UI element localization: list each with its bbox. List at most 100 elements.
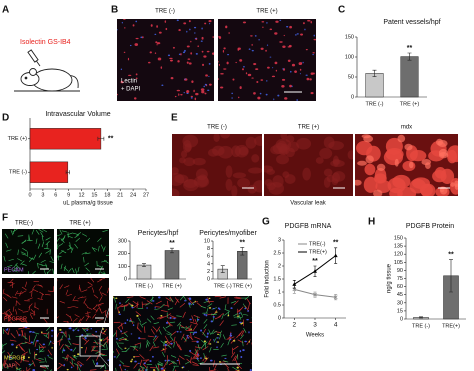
spot — [269, 28, 273, 31]
spot — [128, 74, 132, 77]
fiber-edge — [221, 313, 224, 320]
fiber-edge — [32, 339, 35, 345]
fiber-edge — [97, 279, 103, 283]
fiber-edge — [170, 331, 177, 336]
spot — [280, 134, 288, 140]
spot — [212, 308, 215, 310]
fiber-edge — [87, 285, 93, 289]
spot — [241, 322, 244, 324]
spot — [244, 307, 247, 310]
spot — [197, 45, 199, 48]
fiber-edge — [65, 289, 69, 295]
fiber-edge — [219, 296, 227, 299]
fiber-edge — [145, 342, 148, 348]
spot — [209, 359, 213, 362]
fiber-edge — [129, 320, 135, 323]
marker — [313, 292, 317, 297]
spot — [208, 307, 212, 309]
spot — [167, 359, 170, 362]
spot — [51, 329, 54, 332]
fiber-edge — [2, 350, 6, 354]
fiber-edge — [184, 354, 190, 357]
spot — [365, 155, 374, 164]
spot — [383, 149, 404, 166]
fiber-edge — [219, 361, 227, 363]
fiber-edge — [74, 234, 80, 238]
spot — [217, 333, 219, 336]
y-tick-label: 45 — [397, 292, 403, 298]
chart-title: Pericytes/myofiber — [199, 230, 257, 237]
spot — [184, 300, 187, 302]
spot — [240, 322, 243, 325]
spot — [247, 310, 249, 312]
spot — [225, 165, 233, 178]
spot — [164, 20, 167, 24]
spot — [195, 92, 199, 96]
spot — [238, 312, 241, 315]
spot — [172, 167, 179, 175]
spot — [197, 353, 199, 356]
spot — [80, 364, 82, 367]
fiber-edge — [221, 354, 227, 357]
spot — [147, 61, 151, 64]
x-tick-label: 2 — [293, 322, 297, 329]
spot — [201, 36, 204, 40]
spot — [178, 93, 180, 96]
fiber-edge — [194, 346, 202, 349]
micrograph — [172, 134, 262, 196]
column-label: TRE (-) — [207, 125, 227, 131]
fiber-edge — [137, 322, 139, 330]
category-label: TRE (-) — [9, 170, 27, 176]
fiber-edge — [118, 346, 123, 350]
fiber-edge — [14, 360, 21, 366]
panel-letter: E — [171, 113, 178, 124]
spot — [155, 41, 158, 44]
spot — [296, 137, 312, 150]
fiber-edge — [89, 273, 91, 274]
spot — [217, 307, 220, 310]
spot — [212, 52, 214, 55]
spot — [218, 36, 222, 39]
bar — [136, 264, 152, 280]
fiber-edge — [43, 268, 46, 274]
x-tick-label: 24 — [130, 192, 136, 198]
fiber-edge — [114, 297, 116, 303]
ear — [29, 68, 37, 76]
spot — [208, 297, 211, 299]
fiber-edge — [64, 285, 70, 288]
fiber-edge — [236, 317, 243, 319]
fiber-edge — [153, 322, 160, 325]
spot — [195, 52, 198, 55]
fiber-edge — [158, 329, 162, 335]
spot — [319, 148, 333, 159]
fiber-edge — [6, 249, 12, 252]
spot — [205, 74, 208, 77]
error-bar — [419, 316, 423, 319]
spot — [454, 180, 458, 188]
fiber-edge — [72, 296, 76, 302]
fiber-edge — [118, 337, 124, 340]
fiber-edge — [146, 300, 153, 305]
fiber-edge — [234, 297, 241, 300]
fiber-edge — [12, 229, 16, 235]
fiber-edge — [222, 360, 229, 363]
micrograph — [355, 134, 458, 196]
spot — [201, 27, 203, 30]
spot — [135, 77, 138, 80]
caption: Vascular leak — [290, 201, 327, 207]
fiber-edge — [45, 331, 50, 337]
fiber-edge — [157, 363, 163, 366]
spot — [156, 44, 158, 46]
spot — [300, 33, 304, 36]
fiber-edge — [190, 356, 192, 364]
micrograph-content — [2, 278, 54, 323]
fiber-edge — [77, 266, 80, 273]
fiber-edge — [100, 244, 104, 250]
spot — [138, 337, 141, 340]
fiber-edge — [115, 303, 117, 310]
y-tick-label: 300 — [118, 238, 127, 244]
fiber-edge — [161, 351, 165, 357]
fiber-edge — [76, 232, 82, 236]
fiber-edge — [92, 313, 96, 319]
